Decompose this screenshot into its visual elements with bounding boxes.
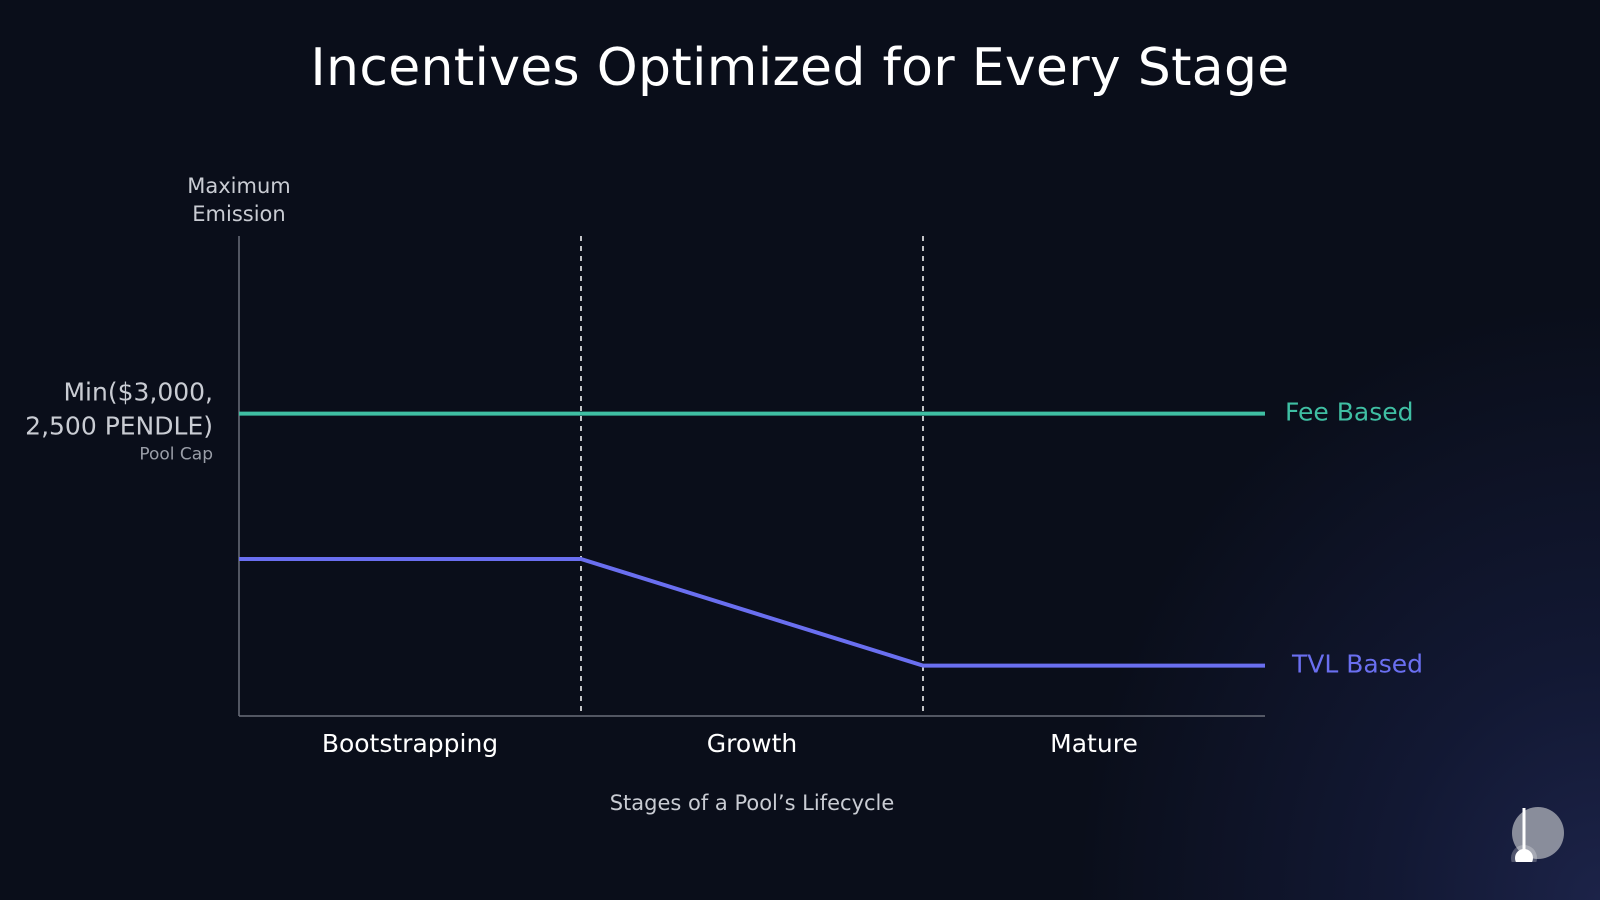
y-axis-title-line2: Emission xyxy=(192,202,285,226)
series-label-1: Fee Based xyxy=(1285,398,1413,427)
series-line-2 xyxy=(239,557,1265,668)
y-axis-title-line1: Maximum xyxy=(187,174,290,198)
x-tick-label-2: Growth xyxy=(707,729,798,758)
x-tick-label-1: Bootstrapping xyxy=(322,729,498,758)
pool-cap-label-line2: 2,500 PENDLE) xyxy=(25,412,213,441)
pool-cap-sublabel: Pool Cap xyxy=(139,445,213,465)
pendle-logo-icon xyxy=(1511,807,1564,862)
series-label-2: TVL Based xyxy=(1291,650,1423,679)
x-axis-title: Stages of a Pool’s Lifecycle xyxy=(610,791,895,815)
page-title: Incentives Optimized for Every Stage xyxy=(310,38,1290,98)
pool-cap-label-line1: Min($3,000, xyxy=(63,378,213,407)
x-tick-label-3: Mature xyxy=(1050,729,1138,758)
